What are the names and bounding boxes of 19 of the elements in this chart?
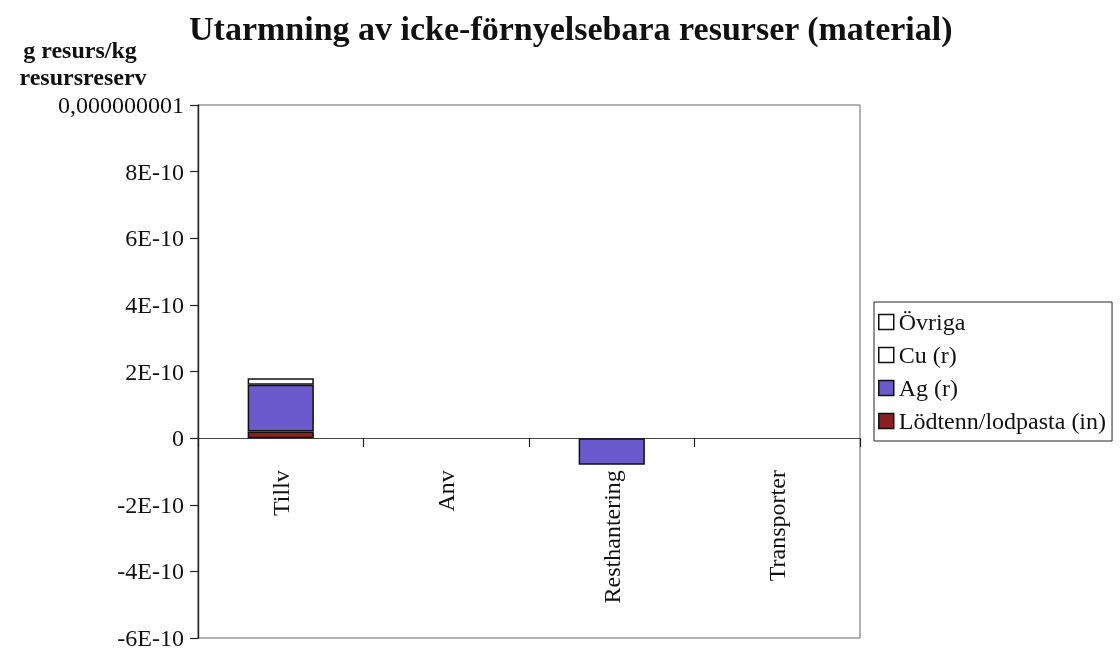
legend-label: Övriga [898,309,966,335]
y-tick-label: 4E-10 [125,291,184,318]
y-axis-title: g resurs/kg resursreserv [19,36,147,90]
y-tick-label: 8E-10 [125,158,184,185]
y-tick-label: 0 [172,425,184,452]
y-tick-label: 0,000000001 [58,92,184,118]
legend-label: Cu (r) [898,342,957,368]
x-tick-label: Tillv [267,470,294,516]
chart-title: Utarmning av icke-förnyelsebara resurser (material) [189,9,953,48]
x-tick-label: Resthantering [598,470,625,604]
legend-label: Lödtenn/lodpasta (in) [898,408,1107,434]
x-tick-label: Transporter [764,470,791,582]
x-tick-label: Anv [433,470,460,512]
y-tick-label: -2E-10 [117,491,184,518]
legend-label: Ag (r) [898,375,959,401]
y-tick-label: -4E-10 [117,558,184,585]
y-tick-label: -6E-10 [117,625,184,651]
y-tick-label: 6E-10 [125,225,184,252]
y-tick-label: 2E-10 [125,358,184,385]
